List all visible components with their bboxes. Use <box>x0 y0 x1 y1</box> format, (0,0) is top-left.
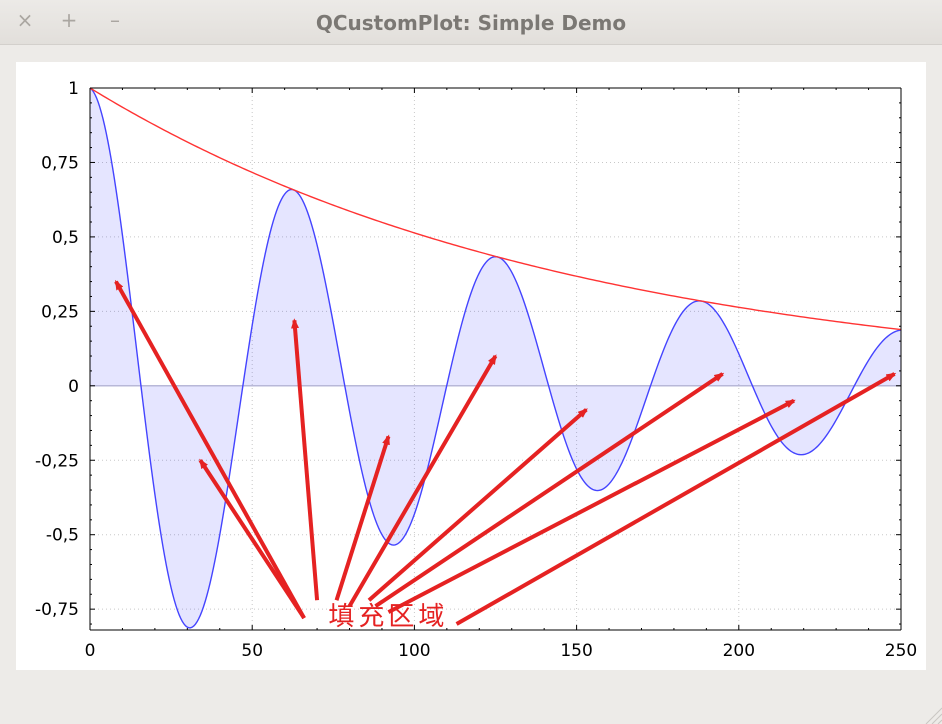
plot-panel[interactable]: 0 50 100 150 200 250 1 0,75 0,5 0,25 0 -0,25 -0,5 -0,… <box>16 62 926 670</box>
annotation-arrow <box>387 398 796 614</box>
annotation-label: 填充区域 <box>328 602 448 632</box>
y-tick-label: -0,75 <box>35 600 79 620</box>
annotation-arrow <box>455 372 897 626</box>
annotation-arrow <box>291 318 320 601</box>
y-tick-label: 0,75 <box>41 153 79 173</box>
window-titlebar: × + – QCustomPlot: Simple Demo <box>0 0 942 45</box>
plot-svg[interactable]: 0 50 100 150 200 250 1 0,75 0,5 0,25 0 -0,25 -0,5 -0,… <box>16 62 926 670</box>
y-tick-label: 0,5 <box>52 228 79 248</box>
window-title: QCustomPlot: Simple Demo <box>315 11 627 35</box>
x-tick-label: 50 <box>241 641 263 661</box>
y-tick-label: -0,25 <box>35 451 79 471</box>
annotation-arrow <box>198 458 306 620</box>
x-tick-label: 0 <box>85 641 96 661</box>
maximize-icon[interactable]: + <box>60 8 78 32</box>
y-tick-label: 0,25 <box>41 302 79 322</box>
close-icon[interactable]: × <box>16 8 34 32</box>
y-tick-label: 0 <box>68 377 79 397</box>
annotation-arrow <box>367 408 588 602</box>
y-tick-label: 1 <box>68 79 79 99</box>
annotation-arrow <box>374 372 725 608</box>
annotation-arrow <box>114 279 306 620</box>
x-tick-label: 100 <box>398 641 430 661</box>
x-tick-label: 200 <box>723 641 755 661</box>
annotation-arrow <box>334 434 391 601</box>
series-line-exponential <box>89 87 902 331</box>
minimize-icon[interactable]: – <box>110 8 120 32</box>
x-tick-label: 250 <box>885 641 917 661</box>
resize-grip-icon[interactable] <box>920 702 942 724</box>
annotation-arrow <box>347 354 498 608</box>
x-tick-label: 150 <box>560 641 592 661</box>
y-tick-label: -0,5 <box>46 526 79 546</box>
